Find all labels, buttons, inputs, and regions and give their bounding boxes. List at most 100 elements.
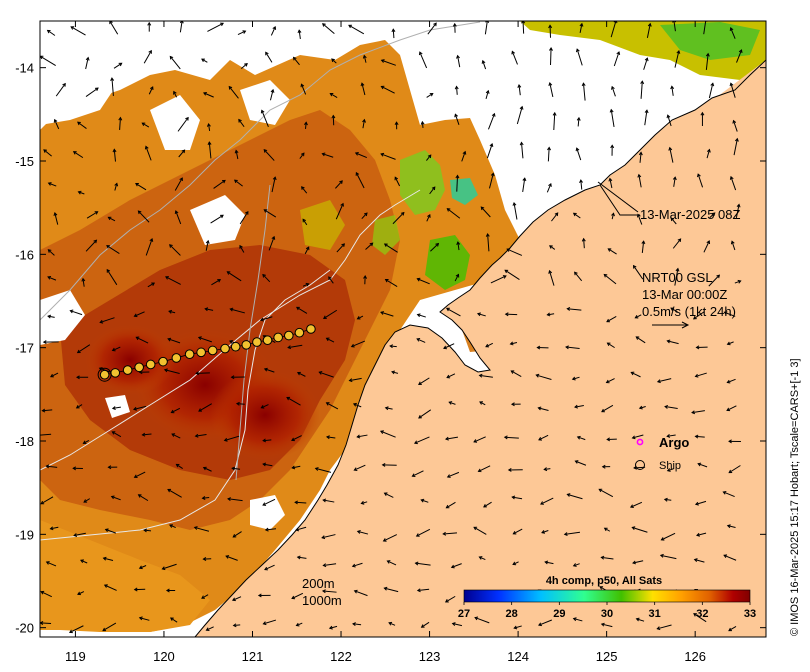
current-vector-head xyxy=(295,306,300,311)
current-vector-head xyxy=(521,21,526,24)
current-vector xyxy=(232,531,242,538)
current-vector xyxy=(198,336,213,343)
current-vector xyxy=(576,148,582,161)
argo-marker xyxy=(636,438,644,446)
current-vector-head xyxy=(444,599,449,603)
current-vector-head xyxy=(456,241,461,245)
current-vector xyxy=(288,344,303,349)
current-vector xyxy=(355,172,365,189)
current-vector-head xyxy=(734,137,739,142)
current-vector-head xyxy=(455,273,460,278)
current-vector-head xyxy=(69,309,74,314)
current-vector xyxy=(708,274,720,287)
current-vector xyxy=(194,526,210,532)
current-vector xyxy=(236,403,245,405)
current-vector-head xyxy=(322,563,327,568)
current-vector xyxy=(604,527,611,532)
current-vector xyxy=(390,345,397,348)
current-vector xyxy=(265,528,277,531)
current-vector xyxy=(228,86,239,99)
current-vector xyxy=(429,186,436,195)
current-vector xyxy=(260,316,273,321)
current-vector xyxy=(638,174,642,188)
current-vector xyxy=(697,173,704,188)
current-vector-head xyxy=(262,621,267,626)
current-vector-head xyxy=(232,623,237,628)
current-vector xyxy=(512,561,519,565)
current-vector-head xyxy=(666,434,671,438)
current-vector-head xyxy=(506,248,511,252)
current-vector-head xyxy=(603,527,608,532)
current-vector-head xyxy=(47,182,52,186)
current-vector xyxy=(609,178,613,189)
current-vector-head xyxy=(563,532,568,536)
current-vector-head xyxy=(295,622,300,627)
current-vector-head xyxy=(474,616,479,621)
current-vector-head xyxy=(47,275,52,280)
current-vector-head xyxy=(676,49,681,54)
current-vector xyxy=(417,278,430,285)
current-vector xyxy=(322,534,336,539)
current-vector xyxy=(670,307,678,313)
current-vector xyxy=(483,501,492,508)
current-vector xyxy=(211,279,221,286)
current-vector xyxy=(196,372,210,374)
current-vector xyxy=(106,269,118,286)
current-vector xyxy=(54,119,60,130)
current-vector-head xyxy=(502,275,507,279)
current-vector xyxy=(240,63,248,70)
current-vector xyxy=(293,57,300,66)
current-vector-head xyxy=(339,180,343,184)
current-vector-head xyxy=(287,345,292,350)
current-vector xyxy=(165,276,181,285)
current-vector-head xyxy=(202,557,207,561)
current-vector-head xyxy=(599,586,604,590)
current-vector-head xyxy=(300,83,305,88)
current-vector-head xyxy=(271,235,276,240)
current-vector xyxy=(667,468,674,472)
current-vector xyxy=(348,24,365,35)
current-vector-head xyxy=(302,218,307,223)
current-vector xyxy=(518,84,521,96)
current-vector-head xyxy=(244,210,249,215)
current-vector xyxy=(70,26,86,36)
current-vector-head xyxy=(360,500,365,505)
current-vector xyxy=(574,271,583,282)
x-tick-label: 125 xyxy=(596,649,618,664)
current-vector xyxy=(736,49,742,63)
current-vector xyxy=(263,149,275,161)
current-vector-head xyxy=(260,109,265,114)
current-vector xyxy=(361,83,366,96)
current-vector xyxy=(608,248,617,255)
current-vector xyxy=(478,465,491,472)
current-vector-head xyxy=(462,150,467,155)
current-vector-head xyxy=(169,617,174,621)
current-vector-head xyxy=(575,48,580,53)
current-vector-head xyxy=(383,243,388,247)
current-vector-head xyxy=(380,85,385,90)
current-vector-head xyxy=(418,51,423,56)
current-vector xyxy=(705,53,709,70)
ship-position xyxy=(283,330,294,341)
current-vector xyxy=(295,501,307,504)
current-vector-head xyxy=(202,466,207,471)
current-vector-head xyxy=(206,122,211,127)
current-vector xyxy=(271,177,276,193)
current-vector-head xyxy=(118,116,123,121)
current-vector xyxy=(357,530,369,535)
current-vector xyxy=(135,183,147,191)
current-vector xyxy=(613,51,620,67)
current-vector xyxy=(302,283,309,287)
current-vector-head xyxy=(504,269,509,274)
current-vector-head xyxy=(292,56,297,61)
current-vector xyxy=(235,150,239,160)
current-vector xyxy=(143,50,152,64)
current-vector-head xyxy=(572,212,577,217)
current-vector-head xyxy=(384,406,389,411)
current-vector-head xyxy=(659,553,664,558)
current-vector xyxy=(133,405,147,410)
current-vector xyxy=(173,91,178,98)
current-vector xyxy=(148,86,154,95)
current-vector-head xyxy=(416,277,421,282)
current-vector-head xyxy=(202,91,207,96)
